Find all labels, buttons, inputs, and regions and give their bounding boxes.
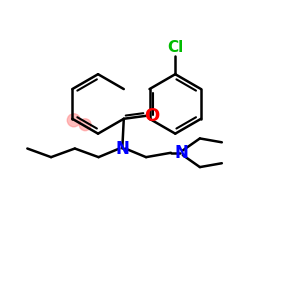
- Text: N: N: [116, 140, 129, 158]
- Circle shape: [79, 119, 91, 131]
- Text: O: O: [144, 107, 159, 125]
- Circle shape: [67, 114, 80, 127]
- Text: Cl: Cl: [167, 40, 183, 55]
- Text: N: N: [174, 144, 188, 162]
